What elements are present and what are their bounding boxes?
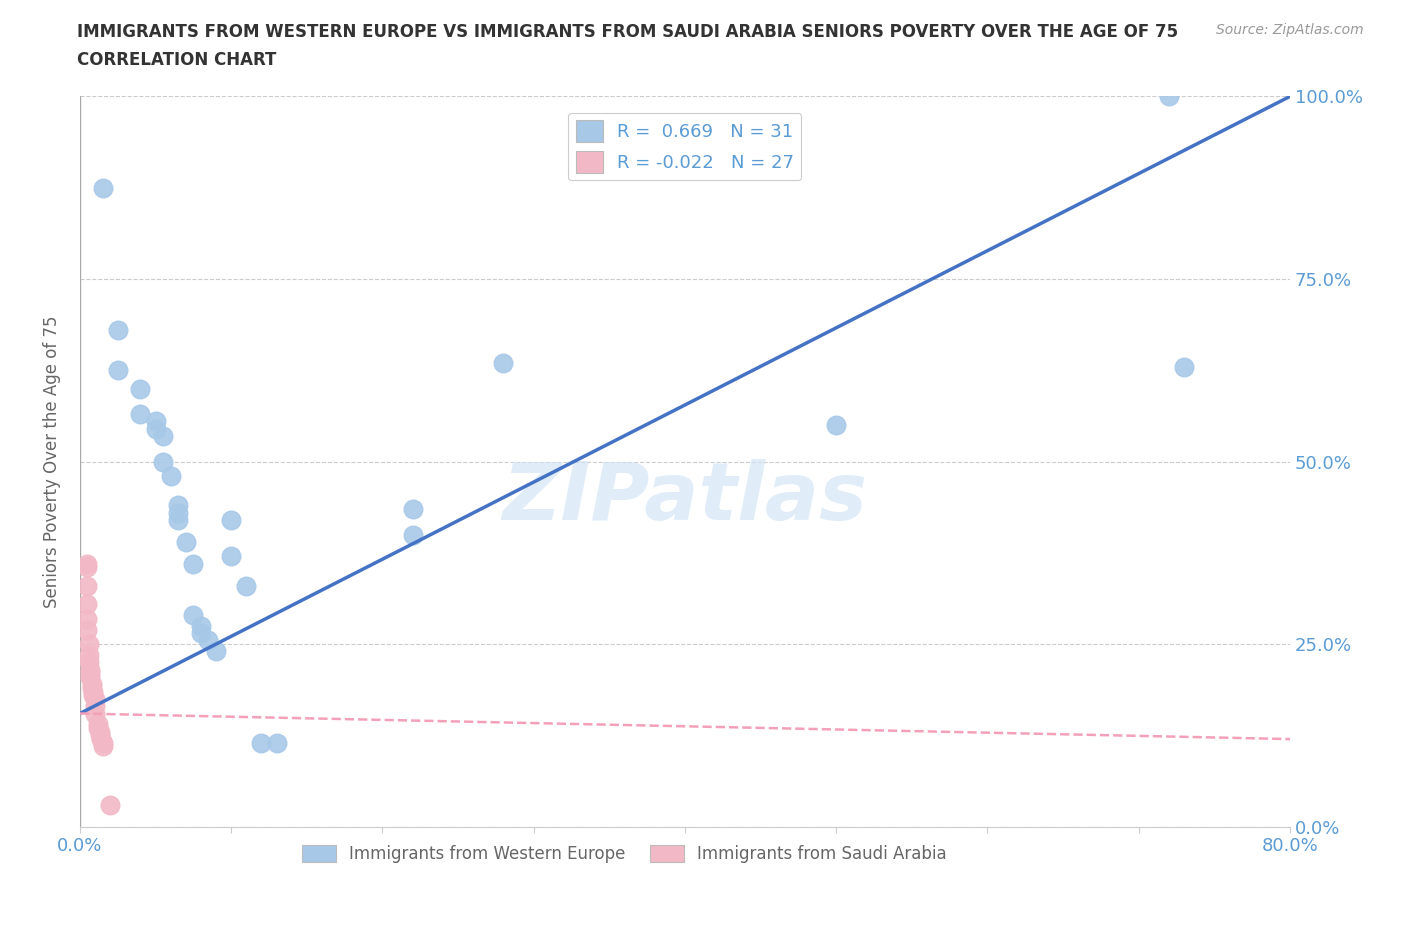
Point xyxy=(91,180,114,195)
Point xyxy=(145,414,167,429)
Point xyxy=(89,724,111,739)
Point xyxy=(181,607,204,622)
Point xyxy=(77,647,100,662)
Point xyxy=(107,363,129,378)
Point xyxy=(167,498,190,512)
Point xyxy=(84,706,107,721)
Point xyxy=(90,732,112,747)
Point xyxy=(825,418,848,432)
Point xyxy=(129,381,152,396)
Y-axis label: Seniors Poverty Over the Age of 75: Seniors Poverty Over the Age of 75 xyxy=(44,315,60,608)
Point xyxy=(89,728,111,743)
Point xyxy=(79,662,101,677)
Point xyxy=(80,681,103,696)
Point xyxy=(129,406,152,421)
Point xyxy=(82,688,104,703)
Point xyxy=(159,469,181,484)
Point xyxy=(87,721,110,736)
Point xyxy=(1173,359,1195,374)
Text: IMMIGRANTS FROM WESTERN EUROPE VS IMMIGRANTS FROM SAUDI ARABIA SENIORS POVERTY O: IMMIGRANTS FROM WESTERN EUROPE VS IMMIGR… xyxy=(77,23,1178,41)
Legend: Immigrants from Western Europe, Immigrants from Saudi Arabia: Immigrants from Western Europe, Immigran… xyxy=(295,838,953,870)
Point xyxy=(76,596,98,611)
Point xyxy=(145,421,167,436)
Point xyxy=(84,698,107,713)
Point xyxy=(76,560,98,575)
Point xyxy=(79,666,101,681)
Point xyxy=(76,556,98,571)
Point xyxy=(250,736,273,751)
Point xyxy=(91,736,114,751)
Point xyxy=(190,626,212,641)
Text: ZIPatlas: ZIPatlas xyxy=(502,459,868,537)
Point xyxy=(76,578,98,593)
Point xyxy=(492,355,515,370)
Point xyxy=(77,637,100,652)
Point xyxy=(76,622,98,637)
Point xyxy=(80,677,103,692)
Point xyxy=(190,618,212,633)
Point xyxy=(235,578,257,593)
Point xyxy=(401,527,423,542)
Point xyxy=(219,512,242,527)
Point xyxy=(87,717,110,732)
Point xyxy=(152,454,174,469)
Point xyxy=(197,633,219,648)
Text: Source: ZipAtlas.com: Source: ZipAtlas.com xyxy=(1216,23,1364,37)
Point xyxy=(167,512,190,527)
Point xyxy=(77,655,100,670)
Point xyxy=(401,501,423,516)
Point xyxy=(167,505,190,520)
Point xyxy=(91,739,114,754)
Point xyxy=(152,429,174,444)
Text: CORRELATION CHART: CORRELATION CHART xyxy=(77,51,277,69)
Point xyxy=(84,692,107,707)
Point xyxy=(107,323,129,338)
Point xyxy=(98,797,121,812)
Point xyxy=(79,670,101,684)
Point xyxy=(181,556,204,571)
Point xyxy=(76,611,98,626)
Point xyxy=(219,549,242,564)
Point xyxy=(205,644,228,658)
Point xyxy=(174,535,197,550)
Point xyxy=(82,684,104,699)
Point xyxy=(1157,89,1180,104)
Point xyxy=(266,736,288,751)
